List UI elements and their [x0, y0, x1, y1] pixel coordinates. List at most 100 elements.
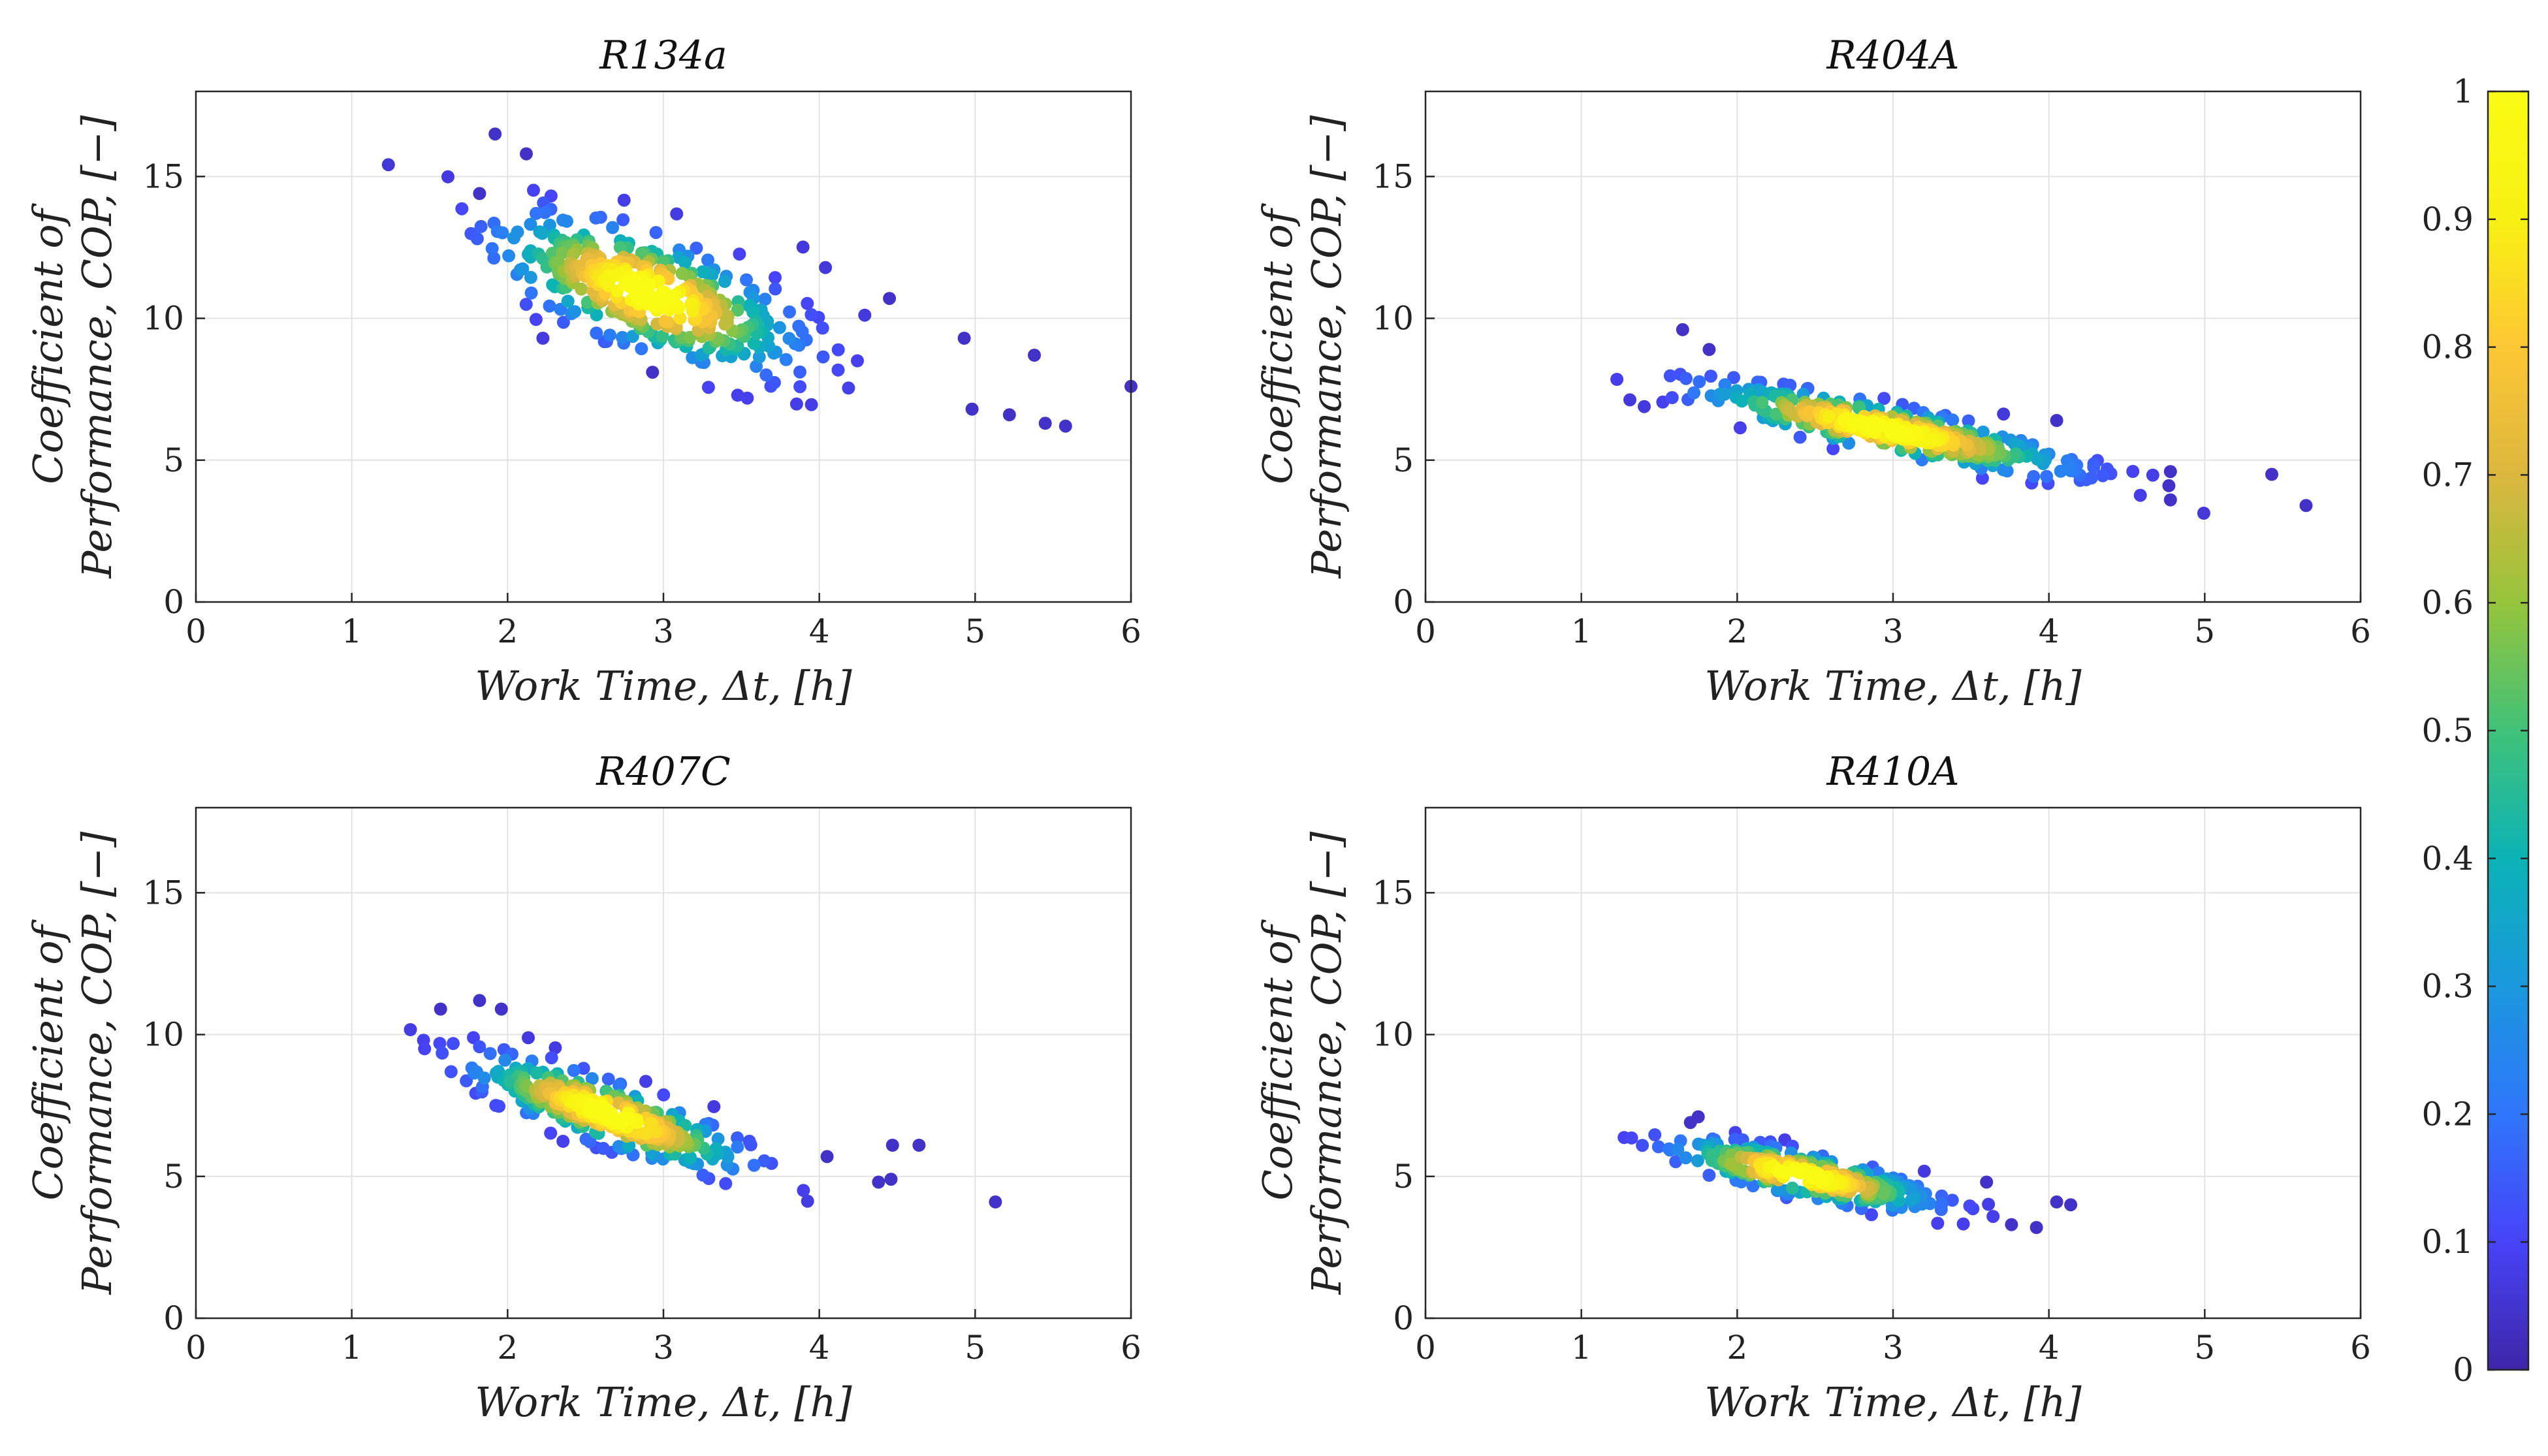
scatter-point — [816, 321, 829, 335]
scatter-point — [2084, 471, 2098, 484]
colorbar-tick-label: 0.1 — [2421, 1223, 2474, 1261]
scatter-point — [516, 262, 530, 276]
scatter-point — [522, 1031, 535, 1045]
y-tick-label: 15 — [1372, 157, 1414, 195]
scatter-point — [759, 368, 773, 382]
scatter-point — [883, 292, 897, 306]
scatter-point — [2027, 469, 2041, 483]
scatter-point — [1956, 1217, 1970, 1231]
scatter-point — [1610, 373, 1624, 386]
scatter-point — [2030, 1221, 2043, 1234]
scatter-point — [858, 308, 872, 322]
scatter-series — [381, 127, 1138, 433]
x-tick-label: 3 — [1883, 612, 1903, 650]
scatter-point — [524, 217, 537, 231]
scatter-point — [2162, 479, 2176, 492]
scatter-point — [1822, 410, 1836, 424]
scatter-point — [1904, 1194, 1918, 1207]
scatter-point — [885, 1139, 899, 1152]
scatter-point — [757, 1154, 771, 1167]
scatter-point — [696, 1168, 710, 1182]
scatter-point — [801, 1194, 814, 1208]
x-axis-label: Work Time, Δt, [h] — [1704, 1378, 2082, 1426]
scatter-point — [769, 282, 782, 296]
scatter-point — [912, 1139, 926, 1152]
scatter-point — [568, 305, 582, 319]
scatter-point — [590, 326, 603, 340]
scatter-point — [1718, 378, 1732, 392]
scatter-point — [1962, 414, 1975, 428]
scatter-point — [1702, 1169, 1716, 1182]
scatter-point — [767, 375, 781, 389]
scatter-point — [2096, 469, 2110, 483]
scatter-point — [1680, 372, 1693, 385]
colorbar-tick-label: 0.4 — [2421, 840, 2474, 878]
scatter-point — [831, 363, 845, 377]
x-tick-label: 5 — [964, 612, 985, 650]
y-tick-label: 0 — [1393, 1299, 1414, 1337]
scatter-point — [536, 332, 550, 345]
panel-title: R134a — [599, 33, 727, 78]
scatter-point — [747, 1158, 761, 1172]
y-tick-label: 5 — [163, 441, 184, 479]
panel-title: R407C — [596, 749, 731, 795]
scatter-point — [613, 1079, 626, 1092]
scatter-point — [1728, 1133, 1742, 1147]
scatter-point — [678, 256, 692, 270]
x-tick-label: 2 — [1727, 1329, 1747, 1367]
scatter-point — [1725, 1157, 1739, 1171]
scatter-point — [603, 328, 616, 342]
scatter-point — [1625, 1131, 1638, 1145]
scatter-point — [529, 313, 543, 326]
scatter-point — [820, 1150, 834, 1163]
scatter-point — [1755, 396, 1769, 409]
scatter-point — [731, 1131, 744, 1145]
scatter-point — [872, 1175, 885, 1189]
scatter-point — [636, 283, 650, 297]
scatter-point — [701, 253, 714, 267]
scatter-point — [2146, 468, 2159, 482]
y-tick-label: 5 — [1393, 1158, 1414, 1195]
scatter-point — [567, 1064, 581, 1077]
scatter-point — [796, 240, 810, 254]
scatter-point — [696, 265, 709, 279]
panel-r410a: 0 1 2 3 4 5 6 0 5 10 15 R410A Work Time, Δt, [h] Coef… — [1254, 749, 2371, 1426]
scatter-point — [549, 1041, 562, 1054]
scatter-point — [474, 219, 488, 233]
scatter-point — [605, 1108, 618, 1122]
scatter-series — [1617, 1110, 2078, 1234]
y-tick-label: 15 — [142, 157, 184, 195]
scatter-point — [675, 266, 689, 280]
scatter-point — [1691, 1154, 1704, 1167]
scatter-point — [404, 1023, 417, 1036]
x-tick-label: 2 — [497, 1329, 518, 1367]
scatter-point — [473, 1040, 486, 1054]
scatter-point — [617, 193, 631, 207]
scatter-point — [1980, 1175, 1994, 1189]
scatter-point — [701, 381, 715, 394]
x-tick-label: 0 — [185, 612, 206, 650]
panel-r404a: 0 1 2 3 4 5 6 0 5 10 15 R404A Work Time, Δt, [h] Coef… — [1254, 33, 2371, 710]
scatter-point — [447, 1037, 460, 1051]
scatter-point — [731, 388, 744, 402]
scatter-point — [684, 297, 698, 311]
scatter-point — [1702, 343, 1716, 356]
scatter-point — [2031, 452, 2045, 466]
scatter-point — [2054, 464, 2067, 478]
x-tick-label: 1 — [342, 1329, 362, 1367]
x-tick-label: 4 — [809, 1329, 830, 1367]
scatter-point — [520, 147, 533, 161]
scatter-point — [718, 275, 731, 288]
scatter-point — [483, 1047, 497, 1060]
scatter-point — [543, 218, 556, 232]
scatter-point — [381, 158, 395, 172]
scatter-point — [1793, 430, 1807, 444]
scatter-point — [524, 270, 537, 284]
scatter-point — [690, 242, 703, 255]
scatter-point — [649, 226, 663, 240]
y-tick-label: 0 — [163, 1299, 184, 1337]
scatter-point — [658, 314, 672, 328]
scatter-point — [498, 1053, 512, 1067]
y-tick-label: 10 — [1372, 1016, 1414, 1054]
scatter-point — [494, 1002, 508, 1016]
